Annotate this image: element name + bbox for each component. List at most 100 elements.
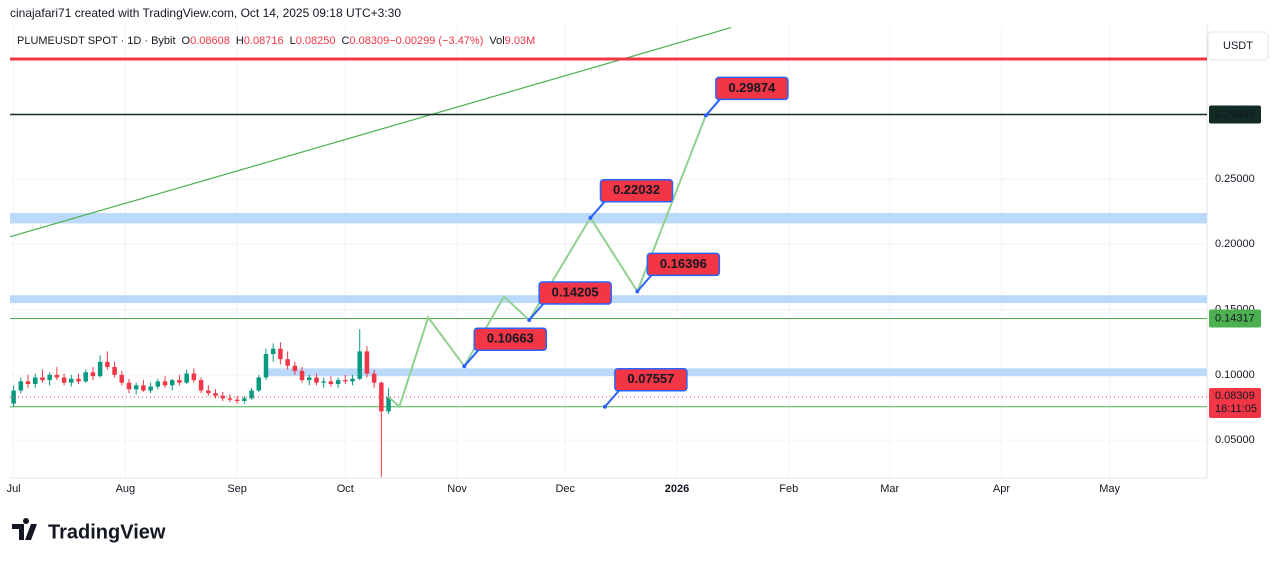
callout-point xyxy=(635,289,640,294)
candle-body xyxy=(162,381,168,386)
candle-body xyxy=(25,381,31,385)
candle-body xyxy=(11,390,16,404)
projection-path xyxy=(387,115,707,409)
candle-body xyxy=(371,373,377,383)
legend-key: C xyxy=(341,35,349,47)
x-tick-label: Oct xyxy=(337,483,354,495)
candle-body xyxy=(357,351,362,379)
callout-pointer xyxy=(463,349,480,367)
callout-label: 0.22032 xyxy=(613,182,660,197)
candle-body xyxy=(242,398,247,401)
callout-label: 0.07557 xyxy=(627,371,674,386)
y-tick-label: 0.05000 xyxy=(1215,434,1255,446)
price-label-bg xyxy=(1209,309,1261,328)
x-tick-label: Dec xyxy=(555,483,575,495)
candle-body xyxy=(126,382,132,390)
x-tick-label: Feb xyxy=(779,483,798,495)
candle-body xyxy=(177,380,182,383)
x-tick-label: Aug xyxy=(116,483,136,495)
x-tick-label: Mar xyxy=(880,483,899,495)
logo-icon xyxy=(12,518,37,540)
callout-box xyxy=(614,368,688,392)
legend-key: Vol xyxy=(489,35,504,47)
callout-pointer xyxy=(705,98,721,117)
callout-label: 0.10663 xyxy=(487,331,534,346)
x-tick-label: Apr xyxy=(993,483,1010,495)
price-label: 0.29945 xyxy=(1215,108,1255,120)
candle-body xyxy=(234,399,240,401)
plot-area xyxy=(10,25,1207,478)
candle-body xyxy=(61,377,67,383)
candle-body xyxy=(213,393,218,396)
candle-body xyxy=(148,386,153,391)
callout-box xyxy=(538,281,612,305)
legend-value: 0.08716 xyxy=(244,35,284,47)
y-tick-label: 0.10000 xyxy=(1215,369,1255,381)
candle-body xyxy=(18,381,24,391)
callout-point xyxy=(527,317,532,322)
x-tick-label: Nov xyxy=(447,483,467,495)
currency[interactable]: USDT xyxy=(1223,40,1253,52)
callout-box xyxy=(715,76,789,101)
candle-body xyxy=(133,385,139,390)
candle-body xyxy=(83,372,88,382)
candle-body xyxy=(112,367,117,375)
callout-pointer xyxy=(636,274,653,293)
callout-box xyxy=(599,179,674,203)
countdown: 18:11:05 xyxy=(1215,403,1257,415)
callout-label: 0.16396 xyxy=(660,256,707,271)
candle-body xyxy=(379,382,384,412)
candle-body xyxy=(184,373,189,383)
candle-body xyxy=(314,377,319,383)
currency-button[interactable] xyxy=(1207,31,1269,61)
x-tick-label: 2026 xyxy=(665,483,689,495)
callout-point xyxy=(602,404,607,409)
callout-point xyxy=(703,113,708,118)
candle-body xyxy=(191,373,197,381)
candle-body xyxy=(328,381,334,385)
legend-key: L xyxy=(290,35,296,47)
candle-body xyxy=(169,380,175,386)
candle-body xyxy=(386,397,391,412)
candle-body xyxy=(141,385,146,391)
candle-body xyxy=(69,378,74,383)
legend-value: 0.08309 xyxy=(349,35,389,47)
candle-body xyxy=(343,380,348,382)
callout-label: 0.14205 xyxy=(552,284,599,299)
legend-value: 0.08250 xyxy=(296,35,336,47)
header: cinajafari71 created with TradingView.co… xyxy=(10,6,401,20)
candle-body xyxy=(249,390,254,399)
callout-box xyxy=(646,252,721,277)
last-price-bg xyxy=(1209,387,1261,418)
price-label-bg xyxy=(1209,105,1261,124)
candle-body xyxy=(263,353,269,378)
zone xyxy=(10,212,1207,224)
logo: TradingView xyxy=(12,518,166,543)
candle-body xyxy=(299,370,305,381)
candle-body xyxy=(119,374,125,383)
legend-key: O xyxy=(182,35,191,47)
x-tick-label: Sep xyxy=(227,483,247,495)
callout-point xyxy=(588,215,593,220)
callout-point xyxy=(462,364,467,369)
legend-value: −0.00299 (−3.47%) xyxy=(389,35,483,47)
x-tick-label: May xyxy=(1099,483,1120,495)
candle-body xyxy=(292,365,298,371)
candle-body xyxy=(90,372,96,377)
candle-body xyxy=(47,374,52,381)
brand: TradingView xyxy=(48,521,166,543)
candle-body xyxy=(321,381,326,383)
candle-body xyxy=(335,380,341,385)
candle-body xyxy=(198,380,204,391)
candle-body xyxy=(307,377,312,381)
legend-value: 0.08608 xyxy=(190,35,230,47)
callout-pointer xyxy=(528,303,544,321)
candle-body xyxy=(270,348,276,354)
trendline xyxy=(10,27,732,238)
y-tick-label: 0.25000 xyxy=(1215,173,1255,185)
candle-body xyxy=(350,378,355,382)
price-label: 0.14317 xyxy=(1215,312,1255,324)
candle-body xyxy=(285,359,290,366)
candle-body xyxy=(76,378,81,382)
